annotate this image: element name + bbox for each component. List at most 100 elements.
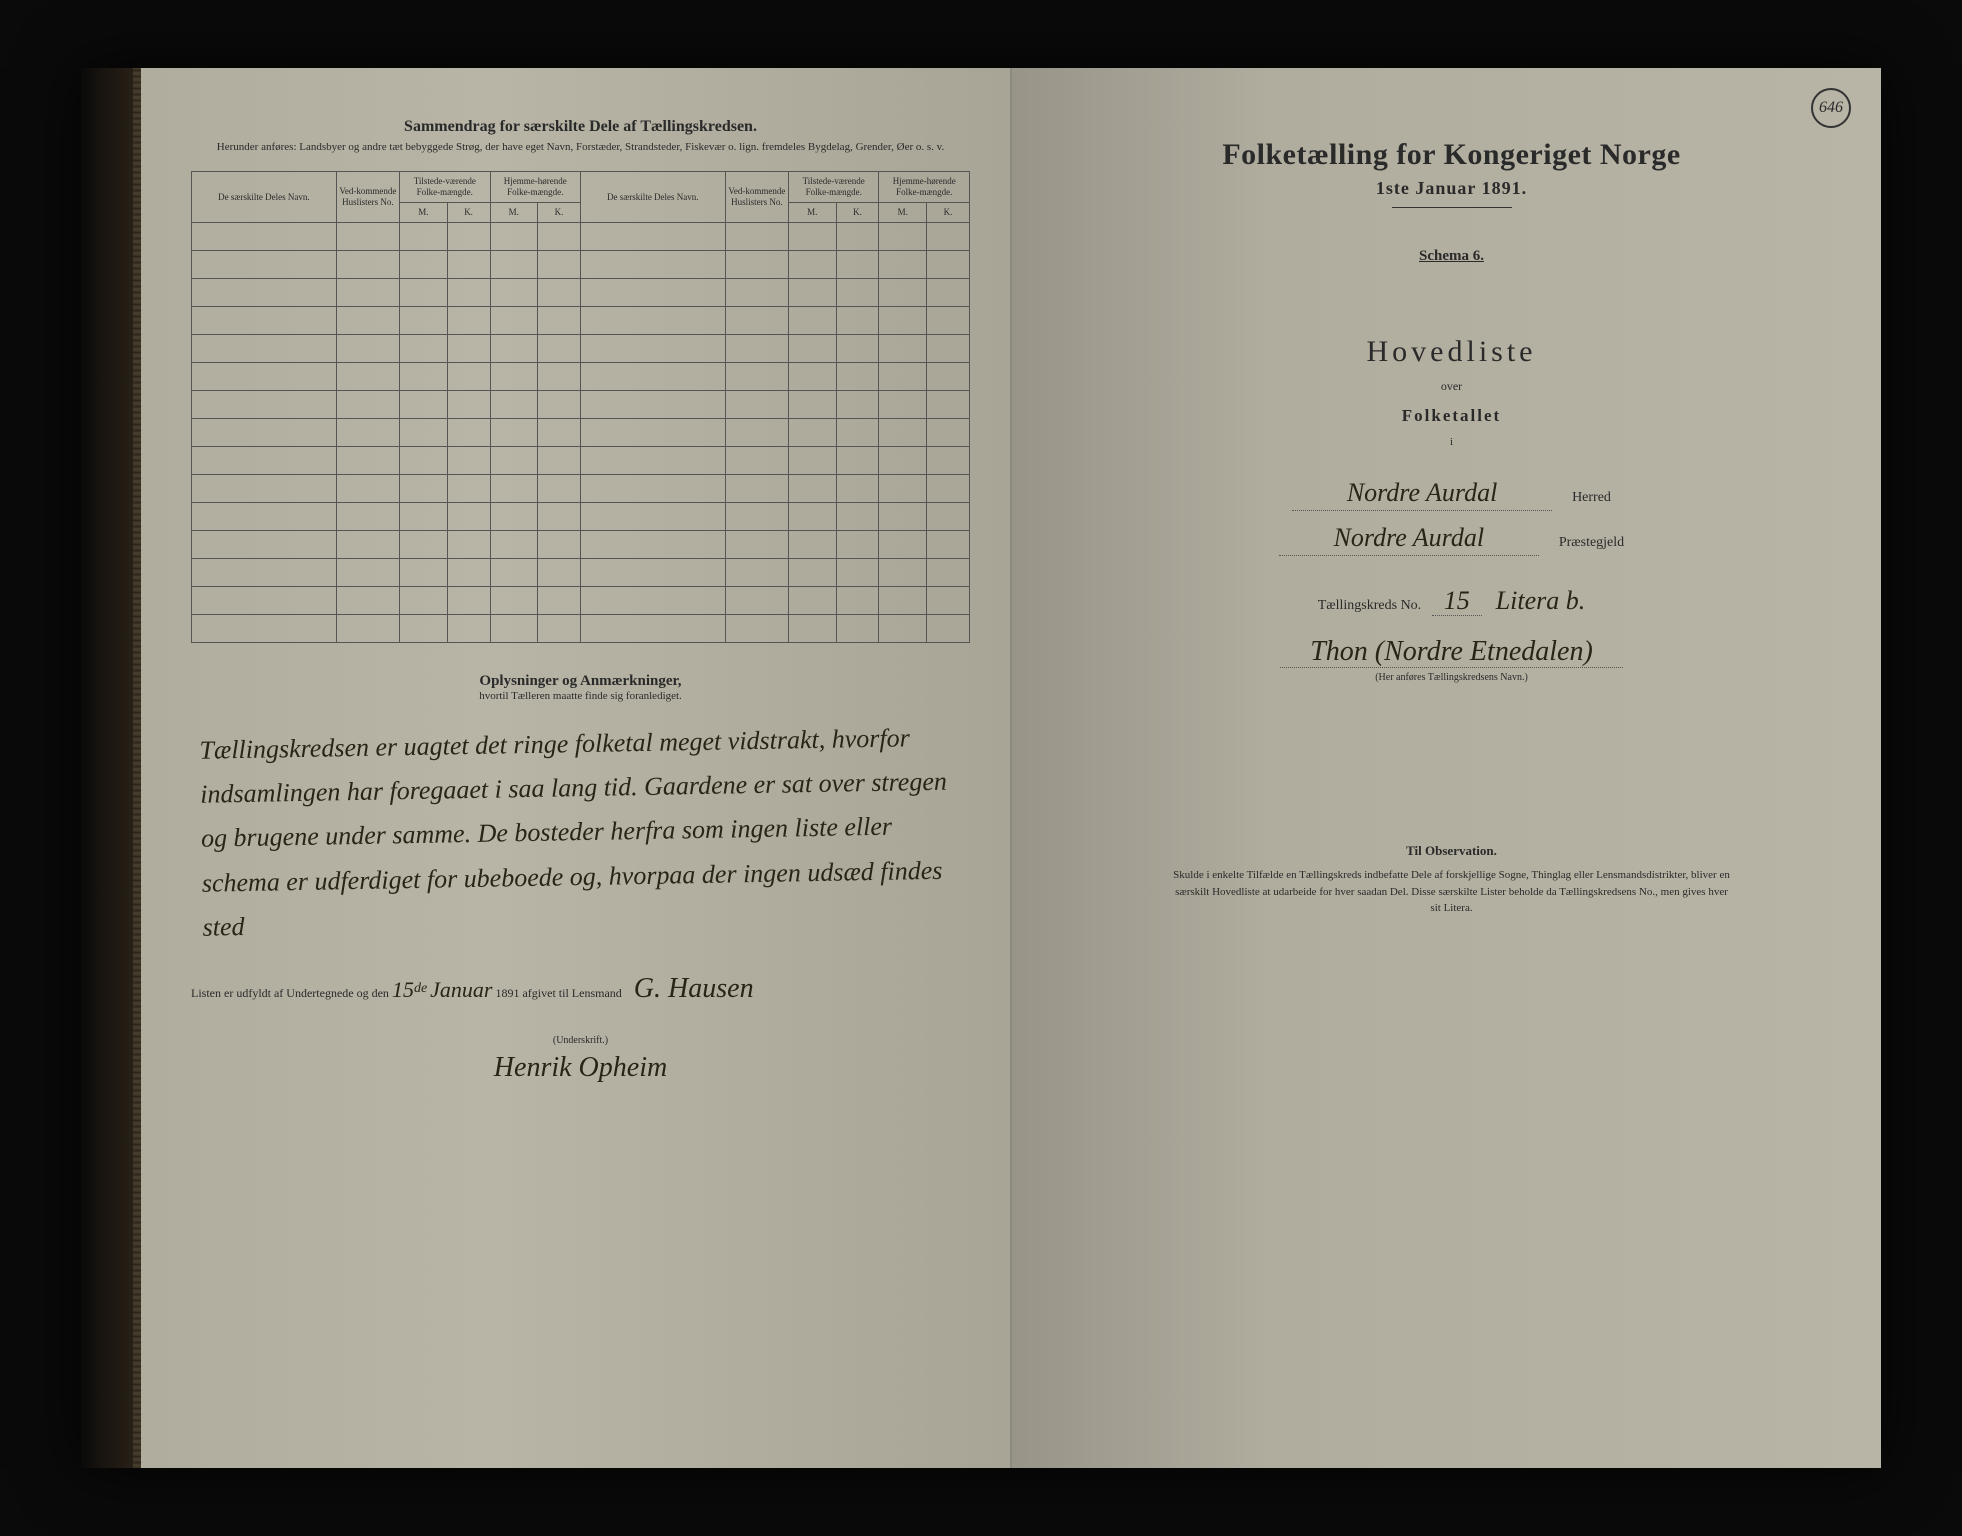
left-page: Sammendrag for særskilte Dele af Tælling… bbox=[141, 68, 1012, 1468]
table-cell bbox=[789, 530, 837, 558]
table-cell bbox=[490, 614, 538, 642]
table-cell bbox=[879, 474, 927, 502]
table-cell bbox=[725, 502, 788, 530]
table-cell bbox=[789, 222, 837, 250]
table-cell bbox=[879, 390, 927, 418]
table-cell bbox=[789, 586, 837, 614]
folketallet-label: Folketallet bbox=[1062, 406, 1841, 426]
th-col2: Ved-kommende Huslisters No. bbox=[336, 172, 399, 222]
summary-subtitle: Herunder anføres: Landsbyer og andre tæt… bbox=[191, 140, 970, 155]
underskrift-signature: Henrik Opheim bbox=[191, 1052, 970, 1084]
table-cell bbox=[879, 278, 927, 306]
table-row bbox=[192, 502, 970, 530]
table-cell bbox=[538, 334, 581, 362]
table-cell bbox=[336, 474, 399, 502]
hovedliste-title: Hovedliste bbox=[1062, 335, 1841, 369]
table-cell bbox=[580, 558, 725, 586]
table-cell bbox=[580, 502, 725, 530]
kreds-label: Tællingskreds No. bbox=[1318, 598, 1421, 613]
table-cell bbox=[336, 558, 399, 586]
table-cell bbox=[836, 362, 879, 390]
table-cell bbox=[927, 362, 970, 390]
table-cell bbox=[490, 278, 538, 306]
table-cell bbox=[580, 222, 725, 250]
th-col6: Ved-kommende Huslisters No. bbox=[725, 172, 788, 222]
table-cell bbox=[400, 278, 448, 306]
table-cell bbox=[447, 446, 490, 474]
table-cell bbox=[447, 390, 490, 418]
table-cell bbox=[336, 306, 399, 334]
table-cell bbox=[447, 586, 490, 614]
table-cell bbox=[927, 558, 970, 586]
table-cell bbox=[192, 278, 337, 306]
table-cell bbox=[400, 446, 448, 474]
table-cell bbox=[192, 446, 337, 474]
table-row bbox=[192, 362, 970, 390]
observation-block: Til Observation. Skulde i enkelte Tilfæl… bbox=[1062, 843, 1841, 917]
table-cell bbox=[400, 614, 448, 642]
kreds-name-sub: (Her anføres Tællingskredsens Navn.) bbox=[1062, 672, 1841, 683]
table-row bbox=[192, 278, 970, 306]
th-k1: K. bbox=[447, 202, 490, 222]
table-cell bbox=[538, 558, 581, 586]
table-cell bbox=[538, 222, 581, 250]
remarks-handwriting: Tællingskredsen er uagtet det ringe folk… bbox=[199, 715, 972, 949]
table-cell bbox=[836, 278, 879, 306]
kreds-litera: Litera b. bbox=[1496, 586, 1586, 615]
table-cell bbox=[789, 474, 837, 502]
table-cell bbox=[836, 306, 879, 334]
underskrift-label: (Underskrift.) bbox=[191, 1035, 970, 1046]
table-cell bbox=[336, 418, 399, 446]
table-cell bbox=[192, 390, 337, 418]
table-cell bbox=[725, 586, 788, 614]
table-cell bbox=[336, 390, 399, 418]
census-date: 1ste Januar 1891. bbox=[1062, 178, 1841, 199]
book-spine bbox=[81, 68, 141, 1468]
table-row bbox=[192, 390, 970, 418]
table-cell bbox=[490, 390, 538, 418]
table-cell bbox=[725, 306, 788, 334]
table-cell bbox=[400, 362, 448, 390]
table-cell bbox=[927, 446, 970, 474]
table-cell bbox=[725, 278, 788, 306]
table-cell bbox=[789, 334, 837, 362]
sign-month: Januar bbox=[430, 977, 492, 1002]
table-cell bbox=[879, 250, 927, 278]
table-cell bbox=[538, 390, 581, 418]
table-cell bbox=[447, 614, 490, 642]
table-cell bbox=[879, 558, 927, 586]
table-row bbox=[192, 222, 970, 250]
table-cell bbox=[927, 222, 970, 250]
page-number: 646 bbox=[1811, 88, 1851, 128]
table-cell bbox=[879, 530, 927, 558]
th-col7: Tilstede-værende Folke-mængde. bbox=[789, 172, 879, 203]
table-cell bbox=[789, 390, 837, 418]
table-cell bbox=[192, 306, 337, 334]
table-cell bbox=[192, 334, 337, 362]
table-cell bbox=[879, 306, 927, 334]
table-cell bbox=[879, 614, 927, 642]
summary-title: Sammendrag for særskilte Dele af Tælling… bbox=[191, 118, 970, 136]
table-cell bbox=[400, 306, 448, 334]
kreds-name: Thon (Nordre Etnedalen) bbox=[1280, 636, 1623, 668]
table-cell bbox=[400, 474, 448, 502]
table-cell bbox=[490, 418, 538, 446]
table-cell bbox=[538, 418, 581, 446]
table-cell bbox=[789, 558, 837, 586]
praeste-label: Præstegjeld bbox=[1559, 535, 1624, 551]
table-cell bbox=[725, 614, 788, 642]
table-cell bbox=[580, 250, 725, 278]
sign-after: afgivet til Lensmand bbox=[522, 986, 621, 1000]
table-cell bbox=[789, 362, 837, 390]
table-cell bbox=[490, 502, 538, 530]
table-cell bbox=[927, 530, 970, 558]
th-col5: De særskilte Deles Navn. bbox=[580, 172, 725, 222]
table-cell bbox=[538, 446, 581, 474]
table-cell bbox=[400, 418, 448, 446]
table-cell bbox=[538, 614, 581, 642]
table-cell bbox=[836, 250, 879, 278]
table-cell bbox=[789, 306, 837, 334]
table-cell bbox=[192, 558, 337, 586]
table-cell bbox=[336, 362, 399, 390]
lensmand-name: G. Hausen bbox=[634, 973, 754, 1004]
